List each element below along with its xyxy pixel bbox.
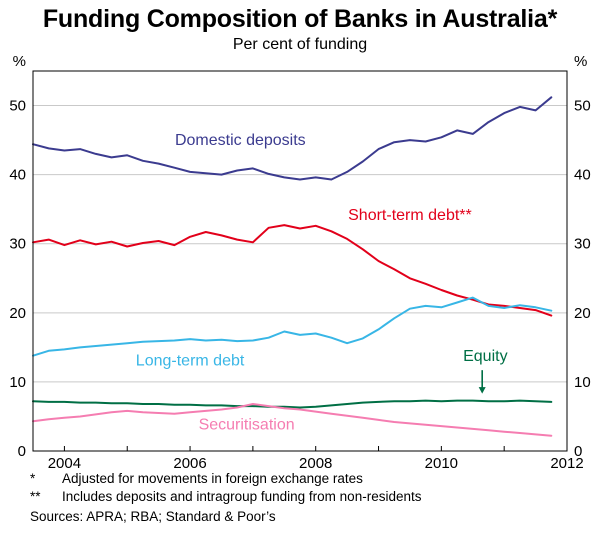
y-tick-left-30: 30	[9, 236, 26, 253]
series-line-equity	[32, 399, 553, 409]
y-tick-left-50: 50	[9, 98, 26, 115]
series-label-short-term-debt: Short-term debt**	[348, 207, 472, 224]
y-tick-right-20: 20	[574, 305, 591, 322]
y-tick-right-50: 50	[574, 98, 591, 115]
series-label-long-term-debt: Long-term debt	[136, 352, 245, 369]
y-tick-left-40: 40	[9, 167, 26, 184]
y-tick-right-40: 40	[574, 167, 591, 184]
footnote-1: * Adjusted for movements in foreign exch…	[30, 470, 580, 488]
series-line-domestic-deposits	[32, 96, 553, 181]
footnote-2-text: Includes deposits and intragroup funding…	[62, 488, 422, 504]
series-label-equity: Equity	[463, 348, 507, 365]
x-tick-label-2006: 2006	[173, 455, 206, 468]
unit-label-right: %	[574, 54, 587, 70]
sources-line: Sources: APRA; RBA; Standard & Poor’s	[30, 509, 276, 525]
plot-border	[32, 70, 568, 452]
series-line-securitisation	[32, 403, 553, 437]
series-label-securitisation: Securitisation	[199, 417, 295, 434]
footnote-2-marker: **	[30, 488, 41, 504]
chart-title: Funding Composition of Banks in Australi…	[42, 5, 558, 33]
footnote-1-text: Adjusted for movements in foreign exchan…	[62, 471, 363, 486]
series-label-domestic-deposits: Domestic deposits	[175, 132, 306, 149]
plot-area: 0 0 10 10 20 20 30 30 40 40 50 50% % 2004 2006 2008 2010…	[9, 54, 591, 468]
y-tick-left-20: 20	[9, 305, 26, 322]
series-line-long-term-debt	[32, 296, 553, 357]
y-tick-left-10: 10	[9, 374, 26, 391]
unit-label-left: %	[13, 54, 26, 70]
footnotes: * Adjusted for movements in foreign exch…	[30, 470, 580, 526]
x-tick-label-2010: 2010	[425, 455, 458, 468]
x-tick-label-2004: 2004	[48, 455, 81, 468]
series-line-short-term-debt	[32, 224, 553, 317]
x-tick-label-2008: 2008	[299, 455, 332, 468]
y-tick-right-30: 30	[574, 236, 591, 253]
y-tick-left-0: 0	[18, 443, 26, 460]
x-tick-label-2012: 2012	[550, 455, 583, 468]
footnote-2: ** Includes deposits and intragroup fund…	[30, 488, 580, 506]
footnote-1-marker: *	[30, 471, 36, 486]
equity-arrow-head	[478, 387, 486, 394]
y-tick-right-0: 0	[574, 443, 582, 460]
chart-subtitle: Per cent of funding	[232, 36, 368, 53]
y-tick-right-10: 10	[574, 374, 591, 391]
funding-chart: Funding Composition of Banks in Australi…	[0, 5, 600, 526]
